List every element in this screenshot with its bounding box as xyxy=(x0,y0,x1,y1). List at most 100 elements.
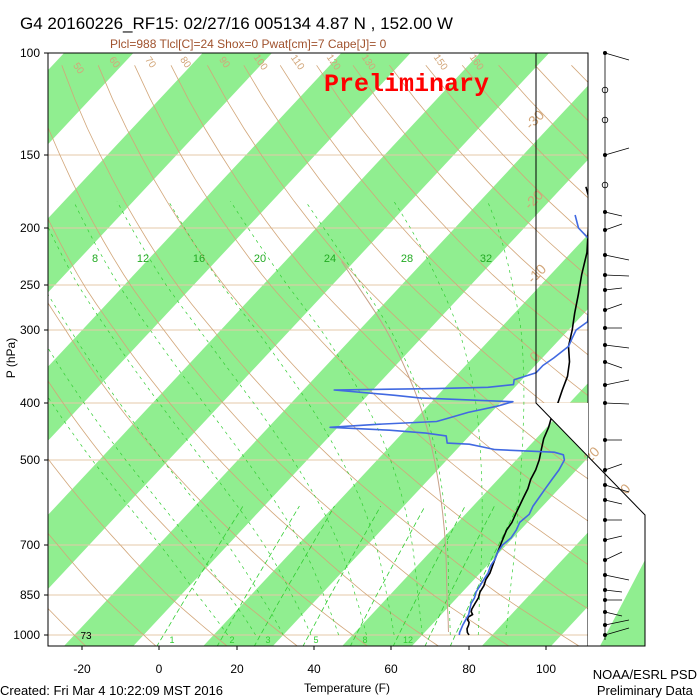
wind-profile-panel xyxy=(535,51,646,647)
dry-adiabat xyxy=(316,65,588,356)
x-axis-title: Temperature (F) xyxy=(304,681,390,695)
dry-adiabat xyxy=(48,302,369,646)
dry-adiabat xyxy=(352,65,588,316)
wind-barb xyxy=(604,52,630,61)
wet-bulb-label: 16 xyxy=(193,253,205,265)
parcel-path xyxy=(341,261,449,633)
wind-barb xyxy=(604,223,623,231)
wind-barb xyxy=(604,254,630,261)
mixing-ratio-label: 3 xyxy=(265,635,270,645)
mixing-ratio-label: 12 xyxy=(403,635,413,645)
moist-adiabat xyxy=(393,201,483,636)
plot-frame xyxy=(47,52,589,647)
wind-barb xyxy=(604,551,623,561)
dry-adiabat xyxy=(279,65,588,397)
moist-adiabat xyxy=(305,201,451,636)
moist-adiabat xyxy=(168,201,395,636)
isotherm-band xyxy=(342,383,588,646)
mixing-ratio-line xyxy=(424,505,495,646)
mixing-ratio-label: 5 xyxy=(313,635,318,645)
wind-barb xyxy=(604,147,630,156)
dry-adiabat xyxy=(48,380,298,646)
wind-obs-dot xyxy=(601,181,609,189)
moist-adiabat xyxy=(73,201,339,636)
chart-title: G4 20160226_RF15: 02/27/16 005134 4.87 N… xyxy=(20,14,453,33)
wind-barb xyxy=(604,589,623,593)
wind-barb xyxy=(604,287,623,291)
mixing-ratio-label: 8 xyxy=(362,635,367,645)
isotherm-band xyxy=(48,53,134,145)
chart-axes: 100 150 200 250 300 400 500 700 850 1000 -20 0 20 40 6… xyxy=(13,46,556,676)
x-tick-label: 20 xyxy=(230,662,244,676)
sounding-series xyxy=(329,186,588,636)
wet-bulb-label: 28 xyxy=(401,253,413,265)
y-tick-label: 150 xyxy=(20,148,40,162)
y-tick-label: 200 xyxy=(20,221,40,235)
isobar-lines xyxy=(48,154,588,636)
moist-adiabat xyxy=(48,396,228,636)
wind-panel-border xyxy=(535,53,646,647)
moist-adiabat xyxy=(48,347,256,636)
y-tick-label: 850 xyxy=(20,588,40,602)
dry-adiabat-label: 110 xyxy=(288,53,306,73)
wind-obs-dot xyxy=(601,116,609,124)
wind-barb xyxy=(604,402,630,405)
y-tick-label: 400 xyxy=(20,396,40,410)
wind-barb xyxy=(604,574,630,581)
preliminary-data-note: Preliminary Data xyxy=(596,683,693,698)
dry-adiabat xyxy=(48,458,228,646)
parcel-line xyxy=(341,261,449,633)
isotherm-band xyxy=(48,53,411,441)
x-tick-label: 40 xyxy=(307,662,321,676)
dry-adiabat xyxy=(134,65,588,566)
created-timestamp: Created: Fri Mar 4 10:22:09 MST 2016 xyxy=(0,683,224,698)
organization-credit: NOAA/ESRL PSD Preliminary Data xyxy=(593,667,697,699)
isotherm-band xyxy=(64,85,588,646)
moist-adiabat xyxy=(487,201,525,636)
wind-barb xyxy=(604,303,623,311)
preliminary-watermark: Preliminary xyxy=(324,70,490,99)
y-tick-label: 300 xyxy=(20,323,40,337)
mixing-ratio-label: 1 xyxy=(169,635,174,645)
x-tick-label: 80 xyxy=(462,662,476,676)
dry-adiabats xyxy=(48,65,700,647)
wet-bulb-label: 20 xyxy=(254,253,266,265)
wet-bulb-label: 32 xyxy=(480,253,492,265)
mixing-ratio-line xyxy=(449,505,519,646)
isotherm-bands xyxy=(48,53,588,646)
y-tick-label: 250 xyxy=(20,278,40,292)
wind-panel-band xyxy=(588,560,645,646)
mixing-ratio-line xyxy=(349,505,426,646)
moist-adiabat xyxy=(48,225,312,636)
wet-bulb-label: 24 xyxy=(324,253,336,265)
dry-adiabat-label: 70 xyxy=(142,55,158,71)
dry-adiabat xyxy=(48,217,440,646)
wind-barb xyxy=(604,463,623,471)
surface-temp-label: 73 xyxy=(80,631,92,642)
y-tick-label: 500 xyxy=(20,453,40,467)
x-tick-label: -20 xyxy=(73,662,91,676)
dry-adiabat xyxy=(644,65,700,647)
mixing-ratio-lines xyxy=(156,505,519,646)
wind-barb xyxy=(604,619,630,626)
mixing-ratio-label: 2 xyxy=(229,635,234,645)
organization-name: NOAA/ESRL PSD xyxy=(592,667,697,682)
isotherm-band xyxy=(48,53,272,293)
wind-barb xyxy=(604,535,623,541)
wind-barb xyxy=(604,627,630,636)
wind-barb xyxy=(604,611,623,617)
chart-subtitle: Plcl=988 Tlcl[C]=24 Shox=0 Pwat[cm]=7 Ca… xyxy=(110,37,387,51)
wet-bulb-label: 12 xyxy=(137,253,149,265)
wind-barb xyxy=(604,344,630,349)
wind-barb xyxy=(604,361,623,369)
y-tick-label: 700 xyxy=(20,538,40,552)
celsius-label: -30 xyxy=(522,107,548,133)
wind-panel-background xyxy=(536,403,645,646)
isotherm-band xyxy=(48,53,550,590)
dry-adiabat xyxy=(170,65,588,522)
wind-barb xyxy=(604,211,623,217)
mixing-ratio-line xyxy=(392,505,466,646)
y-tick-label: 100 xyxy=(20,46,40,60)
dewpoint-profile xyxy=(329,214,588,636)
